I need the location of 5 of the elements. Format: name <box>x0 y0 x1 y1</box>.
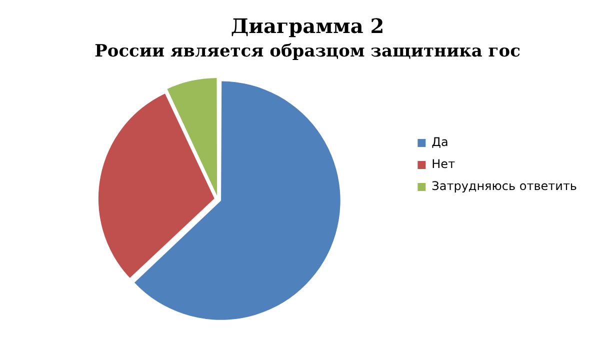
legend-label: Затрудняюсь ответить <box>432 179 577 194</box>
legend-label: Да <box>432 135 448 150</box>
legend-label: Нет <box>432 157 456 172</box>
chart-title: Диаграмма 2 <box>230 14 384 38</box>
chart-subtitle: России является образцом защитника гос <box>94 42 520 62</box>
